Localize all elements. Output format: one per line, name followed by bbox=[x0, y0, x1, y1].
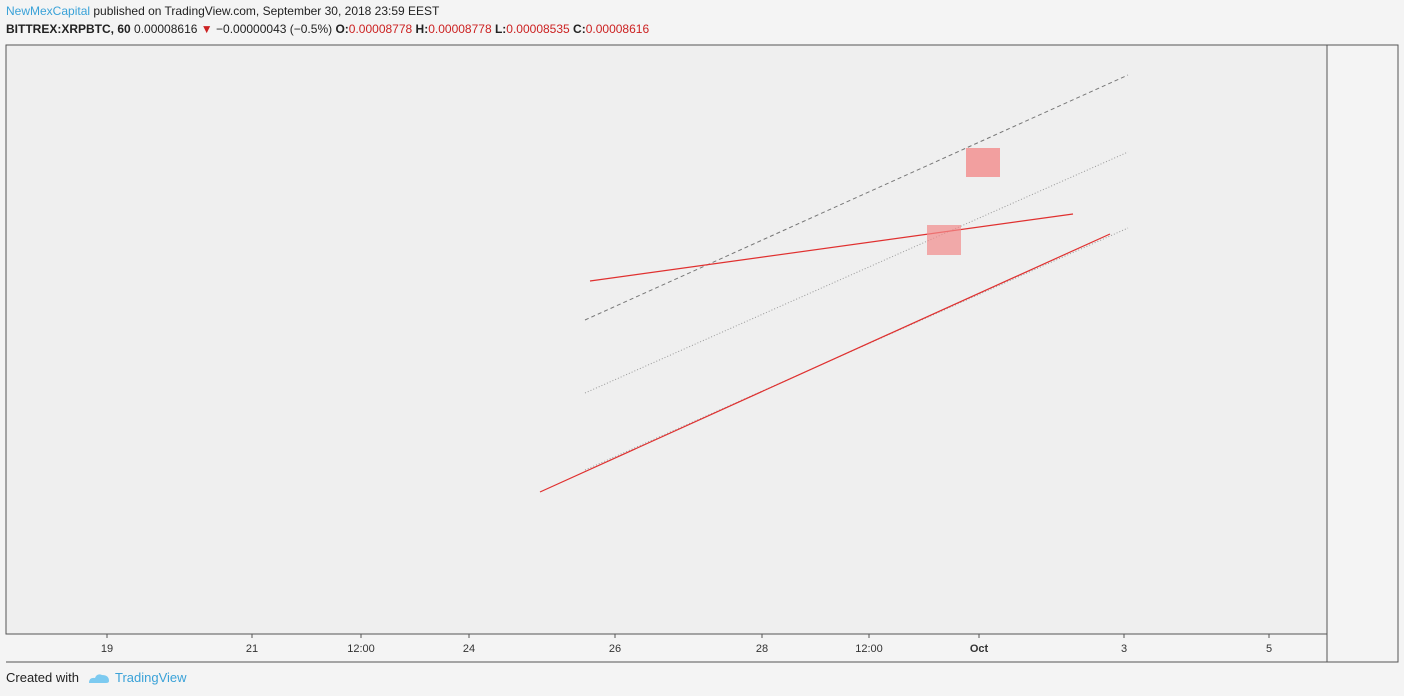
publish-info: NewMexCapital published on TradingView.c… bbox=[6, 4, 439, 18]
channel-upper-line bbox=[584, 74, 1129, 321]
low-label: L: bbox=[494, 22, 507, 36]
created-with-text: Created with bbox=[6, 670, 79, 685]
close-label: C: bbox=[573, 22, 586, 36]
price-axis bbox=[1326, 44, 1399, 663]
footer: Created with TradingView bbox=[6, 670, 187, 685]
x-tick-label: 24 bbox=[463, 643, 475, 655]
cloud-icon bbox=[88, 673, 109, 683]
x-tick-label: 26 bbox=[609, 643, 621, 655]
x-tick-label: 12:00 bbox=[347, 643, 375, 655]
down-arrow-icon: ▼ bbox=[200, 22, 213, 36]
x-tick-label: 5 bbox=[1266, 643, 1272, 655]
high-value: 0.00008778 bbox=[428, 22, 492, 36]
x-tick-label: 28 bbox=[756, 643, 768, 655]
x-tick-label: 12:00 bbox=[855, 643, 883, 655]
rejection-zone bbox=[927, 225, 961, 255]
high-label: H: bbox=[415, 22, 429, 36]
x-tick-label: Oct bbox=[970, 643, 989, 655]
channel-mid-line bbox=[584, 151, 1129, 394]
target-zone bbox=[966, 148, 1000, 177]
open-value: 0.00008778 bbox=[348, 22, 413, 36]
x-tick-label: 21 bbox=[246, 643, 258, 655]
wedge-resistance-line bbox=[589, 213, 1074, 282]
change-value: −0.00000043 (−0.5%) bbox=[216, 22, 333, 36]
x-tick-label: 3 bbox=[1121, 643, 1127, 655]
symbol-label: BITTREX:XRPBTC, 60 bbox=[6, 22, 131, 36]
close-value: 0.00008616 bbox=[585, 22, 650, 36]
last-price: 0.00008616 bbox=[134, 22, 198, 36]
tradingview-logo[interactable]: TradingView bbox=[87, 670, 187, 685]
low-value: 0.00008535 bbox=[506, 22, 570, 36]
wedge-support-line bbox=[539, 233, 1111, 493]
open-label: O: bbox=[335, 22, 349, 36]
plot-area bbox=[5, 44, 1328, 635]
x-tick-label: 19 bbox=[101, 643, 113, 655]
published-text: published on TradingView.com, September … bbox=[93, 4, 440, 18]
tradingview-brand: TradingView bbox=[114, 670, 187, 685]
author-name[interactable]: NewMexCapital bbox=[6, 4, 91, 18]
ohlc-legend: BITTREX:XRPBTC, 60 0.00008616 ▼ −0.00000… bbox=[6, 22, 649, 36]
